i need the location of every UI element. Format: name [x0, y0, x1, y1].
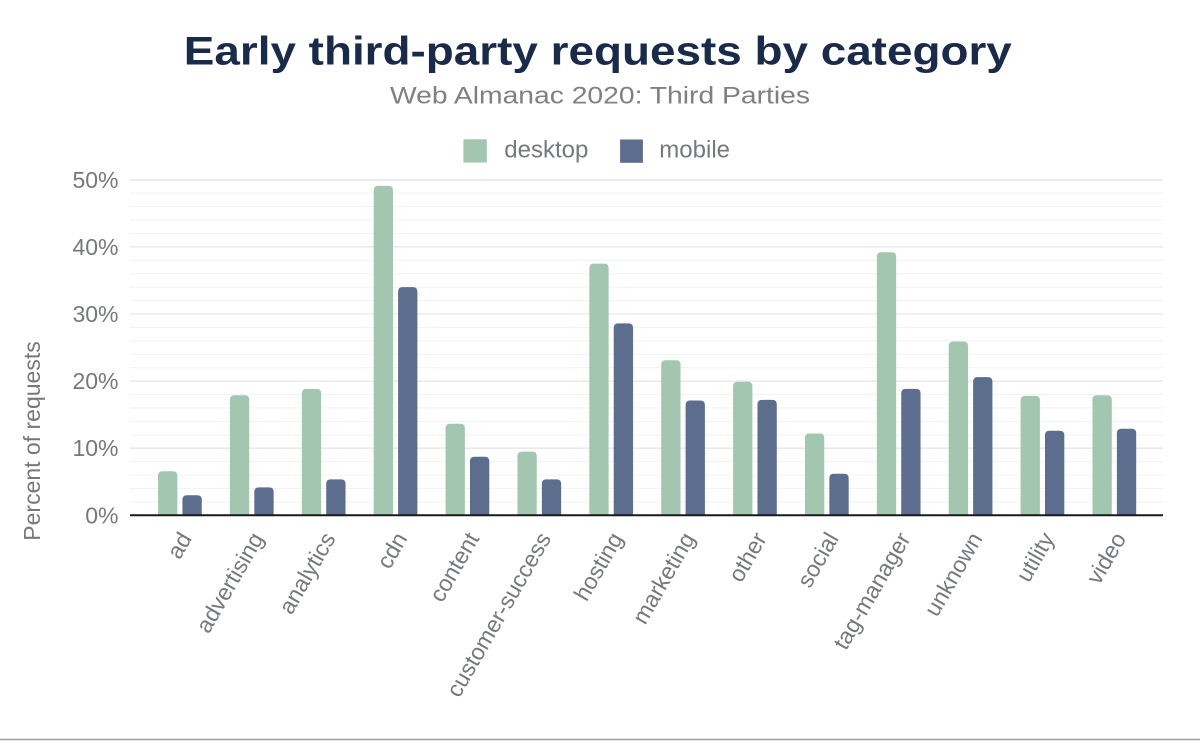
svg-text:desktop: desktop	[504, 137, 588, 164]
svg-text:Percent of requests: Percent of requests	[19, 341, 45, 540]
svg-text:50%: 50%	[72, 167, 118, 193]
svg-text:30%: 30%	[72, 301, 118, 327]
svg-text:0%: 0%	[85, 502, 118, 528]
svg-text:Web Almanac 2020: Third Partie: Web Almanac 2020: Third Parties	[390, 83, 810, 110]
svg-text:mobile: mobile	[659, 137, 730, 164]
svg-text:40%: 40%	[72, 234, 118, 260]
svg-text:10%: 10%	[72, 435, 118, 461]
svg-text:Early third-party requests by: Early third-party requests by category	[184, 30, 1013, 74]
svg-text:20%: 20%	[72, 368, 118, 394]
